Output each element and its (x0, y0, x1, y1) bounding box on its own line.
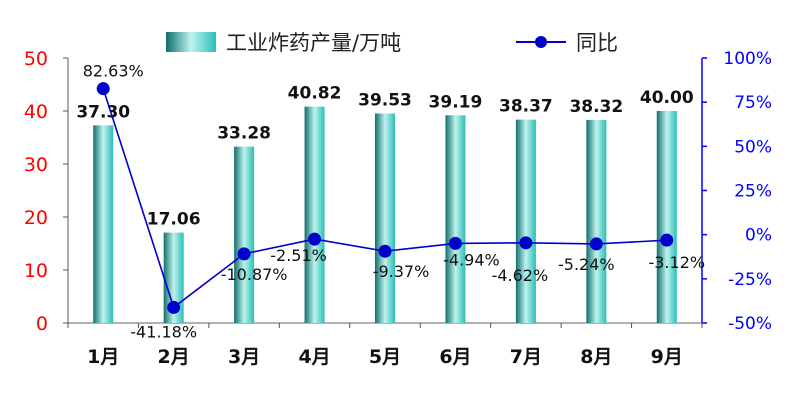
yoy-point (448, 236, 462, 250)
bar (515, 119, 536, 323)
x-tick-label: 2月 (158, 346, 190, 368)
right-axis-tick-label: -25% (728, 270, 772, 290)
left-axis-tick-label: 10 (24, 260, 48, 282)
bar (656, 111, 677, 323)
left-axis-tick-label: 50 (24, 48, 48, 70)
line-series: 82.63% -41.18% -10.87%-2.51% -9.37% -4.94%-4… (83, 62, 705, 342)
x-tick-label: 8月 (580, 346, 612, 368)
yoy-point (589, 237, 603, 251)
yoy-value-label: -2.51% (270, 246, 327, 265)
left-axis: 0 10 20 30 40 50 (24, 48, 69, 335)
x-tick-label: 1月 (87, 346, 119, 368)
bar-value-label: 33.28 (217, 124, 271, 144)
bar-value-label: 39.19 (429, 92, 483, 112)
yoy-point (519, 236, 533, 250)
yoy-value-label: -5.24% (558, 255, 615, 274)
x-tick-label: 4月 (298, 346, 330, 368)
left-axis-tick-label: 20 (24, 207, 48, 229)
right-axis-tick-label: 100% (723, 49, 772, 69)
bar (234, 146, 255, 323)
yoy-value-label: -4.94% (443, 250, 500, 269)
bar (445, 115, 466, 323)
yoy-point (378, 244, 392, 258)
bar-series: 37.30 17.06 33.28 40.82 39.53 39.19 38.37 38.32… (76, 84, 694, 324)
left-axis-tick-label: 30 (24, 154, 48, 176)
bar-value-label: 39.53 (358, 90, 412, 110)
bar (93, 125, 114, 323)
yoy-point (237, 247, 251, 261)
bar-value-label: 37.30 (76, 102, 130, 122)
x-tick-label: 6月 (439, 346, 471, 368)
x-tick-labels: 1月 2月 3月 4月 5月 6月 7月 8月 9月 (67, 323, 703, 368)
x-tick-label: 3月 (228, 346, 260, 368)
x-tick-label: 9月 (651, 346, 683, 368)
yoy-point (308, 232, 322, 246)
x-tick-label: 5月 (369, 346, 401, 368)
yoy-point (96, 82, 110, 96)
yoy-value-label: -10.87% (221, 265, 288, 284)
yoy-value-label: -9.37% (373, 262, 430, 281)
yoy-value-label: -4.62% (492, 266, 549, 285)
left-axis-tick-label: 40 (24, 101, 48, 123)
x-tick-label: 7月 (510, 346, 542, 368)
left-axis-tick-label: 0 (36, 313, 48, 335)
bar (163, 232, 184, 323)
yoy-value-label: 82.63% (83, 62, 144, 81)
bar-value-label: 38.37 (499, 97, 553, 117)
right-axis-tick-label: 50% (734, 137, 772, 157)
right-axis-tick-label: -50% (728, 314, 772, 334)
legend-line-label: 同比 (576, 31, 618, 55)
right-axis-tick-label: 75% (734, 93, 772, 113)
right-axis-tick-label: 25% (734, 182, 772, 202)
bar (304, 106, 325, 324)
yoy-value-label: -3.12% (648, 253, 705, 272)
yoy-point (167, 300, 181, 314)
legend-line-marker (535, 36, 547, 48)
bar (375, 113, 395, 323)
bar (586, 119, 607, 324)
right-axis: -50% -25% 0% 25% 50% 75% 100% (701, 49, 772, 334)
bar-value-label: 40.00 (640, 88, 694, 108)
legend-bar-label: 工业炸药产量/万吨 (226, 31, 401, 55)
right-axis-tick-label: 0% (745, 226, 772, 246)
bar-value-label: 17.06 (147, 210, 201, 230)
bar-value-label: 40.82 (288, 84, 342, 104)
yoy-point (660, 233, 674, 247)
legend: 工业炸药产量/万吨 同比 (166, 31, 618, 55)
yoy-value-label: -41.18% (130, 322, 197, 341)
bar-value-label: 38.32 (569, 97, 623, 117)
legend-bar-swatch (166, 32, 216, 52)
